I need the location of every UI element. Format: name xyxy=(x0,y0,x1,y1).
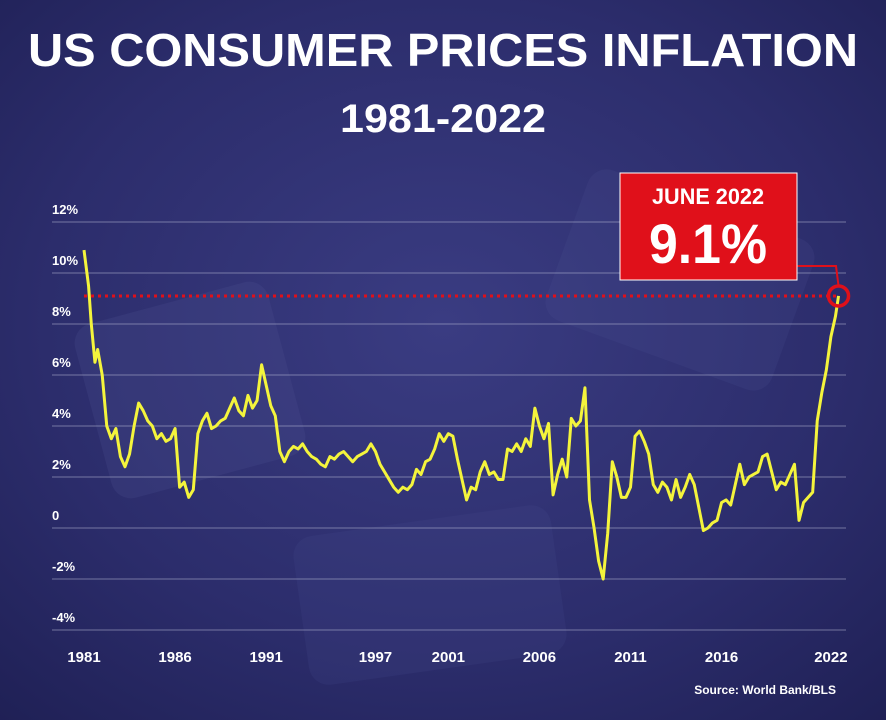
y-tick-label: -4% xyxy=(52,610,76,625)
y-tick-label: -2% xyxy=(52,559,76,574)
chart-title: US CONSUMER PRICES INFLATION xyxy=(28,24,858,76)
y-tick-label: 6% xyxy=(52,355,71,370)
x-tick-label: 1981 xyxy=(67,649,100,666)
chart-subtitle: 1981-2022 xyxy=(340,97,546,141)
x-tick-label: 2006 xyxy=(523,649,556,666)
y-tick-label: 0 xyxy=(52,508,59,523)
y-tick-label: 4% xyxy=(52,406,71,421)
callout-value: 9.1% xyxy=(649,212,767,275)
y-tick-label: 10% xyxy=(52,253,78,268)
callout-title: JUNE 2022 xyxy=(652,184,764,209)
y-tick-label: 2% xyxy=(52,457,71,472)
background-texture xyxy=(293,505,567,685)
x-tick-label: 2022 xyxy=(814,649,847,666)
x-tick-label: 1991 xyxy=(249,649,282,666)
plot-area: 12% 10% 8% 6% 4% 2% 0 -2% -4% 1981 1986 1991 1997 200… xyxy=(52,172,851,666)
callout-connector xyxy=(797,265,840,287)
y-tick-label: 12% xyxy=(52,202,78,217)
y-tick-label: 8% xyxy=(52,304,71,319)
x-tick-label: 2011 xyxy=(614,649,647,666)
callout-box xyxy=(619,172,798,281)
data-line xyxy=(82,249,841,581)
x-tick-label: 2001 xyxy=(432,649,465,666)
x-tick-label: 1986 xyxy=(158,649,191,666)
source: Source: World Bank/BLS xyxy=(694,683,836,697)
x-tick-label: 2016 xyxy=(705,649,738,666)
x-tick-label: 1997 xyxy=(359,649,392,666)
